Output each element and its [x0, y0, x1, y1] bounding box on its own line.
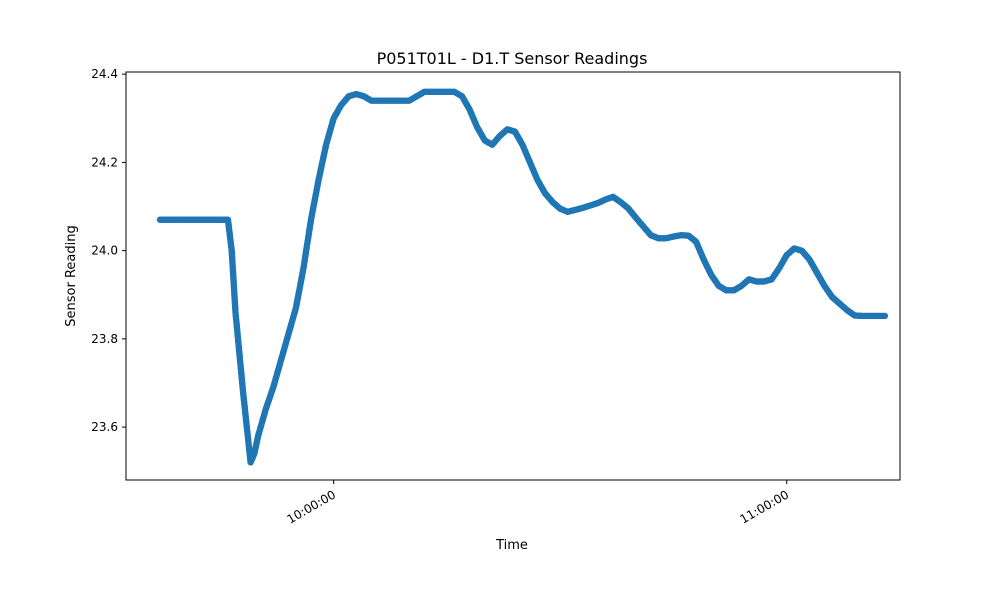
y-axis-ticks: 23.6 23.8 24.0 24.2 24.4 [91, 67, 126, 434]
y-axis-label: Sensor Reading [64, 225, 79, 326]
y-tick-label: 24.0 [91, 244, 118, 258]
y-tick-label: 23.8 [91, 332, 118, 346]
y-tick-label: 24.4 [91, 67, 118, 81]
chart-title: P051T01L - D1.T Sensor Readings [377, 49, 648, 68]
plot-area-frame [125, 71, 901, 481]
x-axis-label: Time [495, 538, 528, 553]
data-points [156, 88, 889, 466]
data-point [881, 312, 889, 320]
y-tick-label: 23.6 [91, 420, 118, 434]
y-tick-label: 24.2 [91, 155, 118, 169]
